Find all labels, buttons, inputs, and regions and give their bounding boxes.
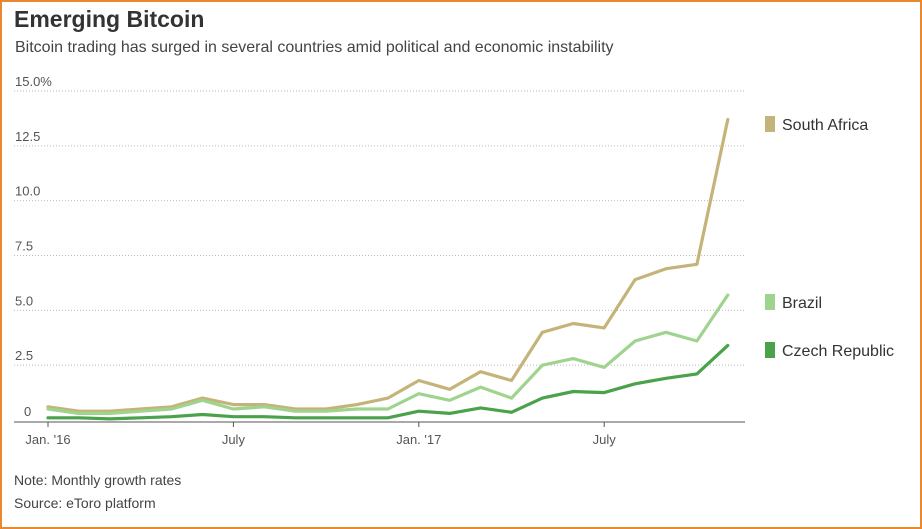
x-tick-label: July [593, 432, 617, 447]
x-tick-label: Jan. '17 [396, 432, 441, 447]
legend-label-czech-republic: Czech Republic [782, 343, 894, 360]
legend: South Africa Brazil Czech Republic [765, 116, 894, 360]
x-axis-ticks: Jan. '16 July Jan. '17 July [25, 422, 616, 447]
series-lines [46, 117, 730, 421]
y-tick-label: 15.0% [15, 74, 52, 89]
legend-label-south-africa: South Africa [782, 117, 868, 134]
legend-swatch-south-africa [765, 116, 775, 132]
series-line-czech-republic [46, 343, 730, 421]
legend-swatch-brazil [765, 294, 775, 310]
y-axis-ticks: 2.5 5.0 7.5 10.0 12.5 15.0% 0 [15, 74, 52, 419]
y-tick-label: 5.0 [15, 293, 33, 308]
y-tick-label: 2.5 [15, 348, 33, 363]
y-tick-label: 12.5 [15, 129, 40, 144]
chart-subtitle: Bitcoin trading has surged in several co… [15, 39, 614, 56]
chart-note: Note: Monthly growth rates [14, 472, 182, 488]
chart-source: Source: eToro platform [14, 495, 156, 511]
series-line-south-africa [46, 117, 730, 413]
gridlines [14, 90, 745, 423]
y-tick-label: 0 [24, 404, 31, 419]
chart-title: Emerging Bitcoin [14, 6, 205, 32]
x-tick-label: Jan. '16 [25, 432, 70, 447]
y-tick-label: 10.0 [15, 184, 40, 199]
legend-swatch-czech-republic [765, 342, 775, 358]
x-tick-label: July [222, 432, 246, 447]
y-tick-label: 7.5 [15, 239, 33, 254]
series-line-brazil [46, 293, 730, 415]
legend-label-brazil: Brazil [782, 295, 822, 312]
